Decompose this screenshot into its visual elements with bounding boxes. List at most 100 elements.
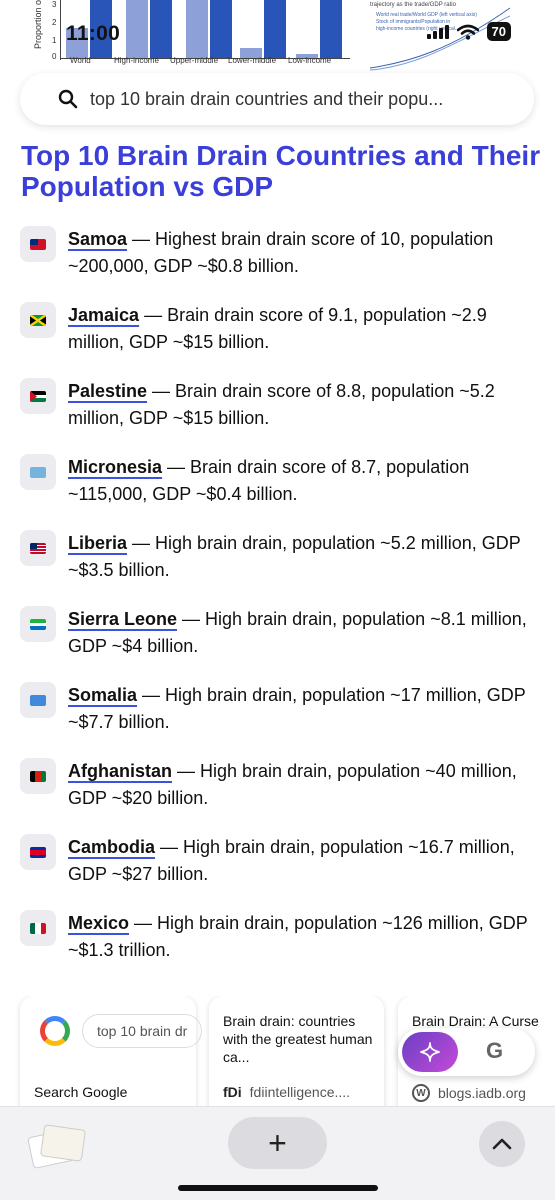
search-query-text[interactable]: top 10 brain drain countries and their p… (90, 88, 444, 109)
list-item: Jamaica — Brain drain score of 9.1, popu… (20, 302, 540, 356)
list-item: Palestine — Brain drain score of 8.8, po… (20, 378, 540, 432)
assistant-switcher: G (398, 1028, 535, 1076)
sierra-leone-flag-icon (20, 606, 56, 642)
wordpress-icon: W (412, 1084, 430, 1102)
fdi-logo-icon: fDi (223, 1084, 242, 1100)
cellular-signal-icon (426, 24, 449, 39)
search-icon (58, 89, 78, 109)
ai-assistant-button[interactable] (402, 1032, 458, 1072)
source-card-title: Brain Drain: A Curse (412, 1013, 539, 1029)
list-item: Liberia — High brain drain, population ~… (20, 530, 540, 584)
tabs-button[interactable] (27, 1123, 90, 1170)
image-results-strip[interactable]: Proportion of na 3 2 1 0 World High-inco… (0, 0, 555, 80)
chart-bar (210, 0, 232, 58)
list-item: Samoa — Highest brain drain score of 10,… (20, 226, 540, 280)
country-link[interactable]: Afghanistan (68, 761, 173, 781)
country-list: Samoa — Highest brain drain score of 10,… (20, 226, 540, 986)
chart-tick: 0 (52, 52, 57, 61)
home-indicator (178, 1185, 378, 1191)
chart-tick: 3 (52, 0, 57, 9)
afghanistan-flag-icon (20, 758, 56, 794)
bottom-toolbar: + (0, 1106, 555, 1200)
graph-title: trajectory as the trade/GDP ratio (370, 2, 456, 8)
source-domain: fdiintelligence.... (249, 1084, 351, 1100)
sparkle-icon (420, 1042, 440, 1062)
graph-legend: World real trade/World GDP (left vertica… (376, 12, 477, 33)
cambodia-flag-icon (20, 834, 56, 870)
google-g-button[interactable]: G (486, 1038, 504, 1063)
country-details: — Brain drain score of 8.8, population ~… (68, 381, 495, 428)
list-item: Sierra Leone — High brain drain, populat… (20, 606, 540, 660)
list-item: Afghanistan — High brain drain, populati… (20, 758, 540, 812)
graph-legend-item: high-income countries (right vertical... (376, 26, 460, 32)
chart-category: World (70, 56, 91, 65)
status-icons: 70 (426, 22, 511, 41)
country-link[interactable]: Sierra Leone (68, 609, 178, 629)
mexico-flag-icon (20, 910, 56, 946)
country-details: — High brain drain, population ~16.7 mil… (68, 837, 515, 884)
chart-bar (296, 54, 318, 58)
palestine-flag-icon (20, 378, 56, 414)
chart-bar (126, 0, 148, 58)
chevron-up-icon (492, 1138, 512, 1150)
country-details: — High brain drain, population ~5.2 mill… (68, 533, 521, 580)
chart-bar (240, 48, 262, 58)
search-google-card[interactable]: top 10 brain dr Search Google (20, 996, 202, 1106)
wifi-icon (456, 24, 479, 40)
jamaica-flag-icon (20, 302, 56, 338)
samoa-flag-icon (20, 226, 56, 262)
country-details: — Highest brain drain score of 10, popul… (68, 229, 494, 276)
chart-thumbnail[interactable]: Proportion of na 3 2 1 0 World High-inco… (20, 0, 350, 72)
chart-bar (320, 0, 342, 58)
chart-bar (186, 0, 208, 58)
list-item: Micronesia — Brain drain score of 8.7, p… (20, 454, 540, 508)
plus-icon: + (268, 1124, 287, 1161)
scroll-up-button[interactable] (479, 1121, 525, 1167)
country-link[interactable]: Liberia (68, 533, 128, 553)
micronesia-flag-icon (20, 454, 56, 490)
chart-bar (66, 28, 88, 58)
country-details: — High brain drain, population ~126 mill… (68, 913, 528, 960)
source-card-title: Brain drain: countries with the greatest… (223, 1013, 373, 1065)
country-link[interactable]: Samoa (68, 229, 128, 249)
country-link[interactable]: Palestine (68, 381, 148, 401)
country-details: — High brain drain, population ~40 milli… (68, 761, 517, 808)
liberia-flag-icon (20, 530, 56, 566)
country-link[interactable]: Cambodia (68, 837, 156, 857)
chart-bar (264, 0, 286, 58)
google-logo-icon (40, 1016, 70, 1046)
new-tab-button[interactable]: + (228, 1117, 327, 1169)
status-time: 11:00 (66, 22, 121, 45)
answer-heading: Top 10 Brain Drain Countries and Their P… (21, 140, 541, 202)
chart-ylabel: Proportion of na (33, 0, 44, 50)
country-link[interactable]: Micronesia (68, 457, 163, 477)
chart-category: Low-income (288, 56, 332, 65)
source-card-fdi[interactable]: Brain drain: countries with the greatest… (209, 996, 384, 1106)
list-item: Cambodia — High brain drain, population … (20, 834, 540, 888)
country-link[interactable]: Somalia (68, 685, 138, 705)
list-item: Somalia — High brain drain, population ~… (20, 682, 540, 736)
country-link[interactable]: Mexico (68, 913, 130, 933)
chart-tick: 2 (52, 18, 57, 27)
country-details: — High brain drain, population ~8.1 mill… (68, 609, 527, 656)
mini-search-field[interactable]: top 10 brain dr (82, 1014, 202, 1048)
country-details: — High brain drain, population ~17 milli… (68, 685, 526, 732)
list-item: Mexico — High brain drain, population ~1… (20, 910, 540, 964)
chart-category: Upper-middle (170, 56, 219, 65)
somalia-flag-icon (20, 682, 56, 718)
search-bar[interactable]: top 10 brain drain countries and their p… (20, 73, 534, 125)
battery-indicator: 70 (486, 22, 511, 41)
chart-category: Lower-middle (228, 56, 277, 65)
source-domain: blogs.iadb.org (438, 1085, 526, 1101)
country-details: — Brain drain score of 8.7, population ~… (68, 457, 470, 504)
chart-baseline (60, 58, 350, 59)
country-details: — Brain drain score of 9.1, population ~… (68, 305, 487, 352)
country-link[interactable]: Jamaica (68, 305, 140, 325)
tab-thumbnail (39, 1124, 87, 1162)
chart-tick: 1 (52, 36, 57, 45)
chart-axis (60, 0, 61, 60)
graph-legend-item: World real trade/World GDP (left vertica… (376, 12, 477, 18)
chart-bar (150, 0, 172, 58)
search-google-label: Search Google (34, 1084, 128, 1100)
chart-bar (90, 0, 112, 58)
